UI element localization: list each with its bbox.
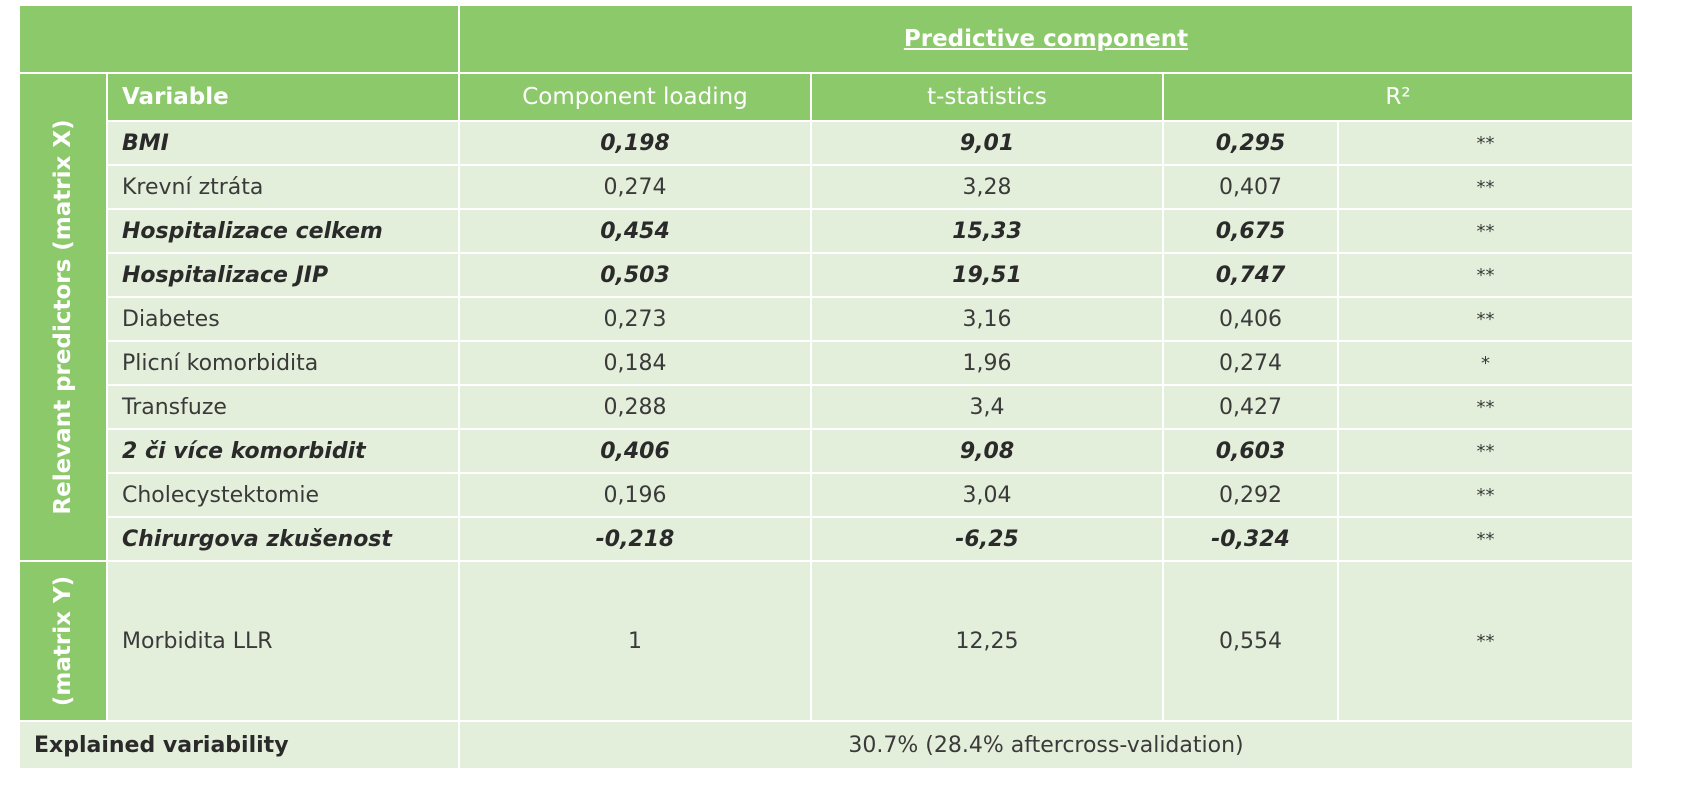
r2-cell: -0,324 (1162, 516, 1339, 562)
t-statistic-cell: 12,25 (810, 560, 1164, 722)
table-row: Hospitalizace celkem 0,454 15,33 0,675 ** (19, 208, 1635, 254)
variable-name-cell: Hospitalizace JIP (106, 252, 460, 298)
table-row: Transfuze 0,288 3,4 0,427 ** (19, 384, 1635, 430)
explained-variability-row: Explained variability 30.7% (28.4% afterc… (18, 720, 1635, 770)
r2-cell: 0,554 (1162, 560, 1339, 722)
variable-name-cell: Chirurgova zkušenost (106, 516, 460, 562)
significance-cell: ** (1336, 516, 1635, 562)
variable-name-cell: 2 či více komorbidit (106, 428, 460, 474)
variable-name-cell: Cholecystektomie (106, 472, 460, 518)
t-statistic-cell: 3,04 (810, 472, 1164, 518)
significance-cell: ** (1336, 120, 1635, 166)
variable-name-cell: Diabetes (106, 296, 460, 342)
table-row: Chirurgova zkušenost -0,218 -6,25 -0,324 ** (19, 516, 1635, 562)
r2-cell: 0,747 (1162, 252, 1339, 298)
variable-name-cell: Krevní ztráta (106, 164, 460, 210)
column-header-row: Relevant predictors (matrix X) Variable … (18, 72, 1635, 562)
r2-cell: 0,407 (1162, 164, 1339, 210)
variable-name-cell: Plicní komorbidita (106, 340, 460, 386)
table-row: Cholecystektomie 0,196 3,04 0,292 ** (19, 472, 1635, 518)
component-loading-cell: 0,503 (458, 252, 812, 298)
component-loading-cell: -0,218 (458, 516, 812, 562)
table-row: Hospitalizace JIP 0,503 19,51 0,747 ** (19, 252, 1635, 298)
explained-variability-label: Explained variability (18, 720, 460, 770)
explained-variability-value: 30.7% (28.4% aftercross-validation) (457, 720, 1635, 770)
matrix-x-group-label-cell: Relevant predictors (matrix X) (18, 72, 108, 562)
significance-cell: ** (1336, 428, 1635, 474)
title-row: Predictive component (18, 4, 1635, 74)
component-loading-header: Component loading (458, 72, 812, 122)
r2-cell: 0,406 (1162, 296, 1339, 342)
table-row: Plicní komorbidita 0,184 1,96 0,274 * (19, 340, 1635, 386)
component-loading-cell: 0,273 (458, 296, 812, 342)
results-table: Predictive component Relevant predictors… (18, 4, 1635, 770)
variable-name-cell: Hospitalizace celkem (106, 208, 460, 254)
component-loading-cell: 0,274 (458, 164, 812, 210)
r2-cell: 0,274 (1162, 340, 1339, 386)
t-statistic-cell: 19,51 (810, 252, 1164, 298)
significance-cell: ** (1336, 164, 1635, 210)
t-statistics-header: t-statistics (810, 72, 1164, 122)
r2-cell: 0,427 (1162, 384, 1339, 430)
t-statistic-cell: 3,4 (810, 384, 1164, 430)
r2-cell: 0,675 (1162, 208, 1339, 254)
matrix-y-group-label-cell: (matrix Y) (18, 560, 108, 722)
component-loading-cell: 0,184 (458, 340, 812, 386)
t-statistic-cell: 15,33 (810, 208, 1164, 254)
matrix-y-row: (matrix Y) Morbidita LLR 1 12,25 0,554 ** (18, 560, 1635, 722)
variable-name-cell: Transfuze (106, 384, 460, 430)
component-loading-cell: 0,288 (458, 384, 812, 430)
significance-cell: ** (1336, 296, 1635, 342)
t-statistic-cell: 9,01 (810, 120, 1164, 166)
t-statistic-cell: 9,08 (810, 428, 1164, 474)
predictive-component-heading: Predictive component (457, 4, 1635, 74)
r2-cell: 0,292 (1162, 472, 1339, 518)
variable-name-cell: BMI (106, 120, 460, 166)
significance-cell: ** (1336, 208, 1635, 254)
title-corner-cell (18, 4, 460, 74)
t-statistic-cell: -6,25 (810, 516, 1164, 562)
t-statistic-cell: 1,96 (810, 340, 1164, 386)
variable-name-cell: Morbidita LLR (106, 560, 460, 722)
significance-cell: ** (1336, 560, 1635, 722)
significance-cell: * (1336, 340, 1635, 386)
component-loading-cell: 0,198 (458, 120, 812, 166)
table-row: Krevní ztráta 0,274 3,28 0,407 ** (19, 164, 1635, 210)
t-statistic-cell: 3,16 (810, 296, 1164, 342)
matrix-y-group-label: (matrix Y) (50, 575, 76, 707)
variable-header: Variable (106, 72, 460, 122)
component-loading-cell: 1 (458, 560, 812, 722)
component-loading-cell: 0,454 (458, 208, 812, 254)
table-row: BMI 0,198 9,01 0,295 ** (19, 120, 1635, 166)
r2-header: R² (1161, 72, 1635, 122)
component-loading-cell: 0,406 (458, 428, 812, 474)
table-row: 2 či více komorbidit 0,406 9,08 0,603 ** (19, 428, 1635, 474)
r2-cell: 0,295 (1162, 120, 1339, 166)
matrix-x-group-label: Relevant predictors (matrix X) (50, 119, 76, 515)
table-row: Diabetes 0,273 3,16 0,406 ** (19, 296, 1635, 342)
component-loading-cell: 0,196 (458, 472, 812, 518)
significance-cell: ** (1336, 384, 1635, 430)
significance-cell: ** (1336, 472, 1635, 518)
results-table-container: Predictive component Relevant predictors… (18, 4, 1635, 794)
significance-cell: ** (1336, 252, 1635, 298)
r2-cell: 0,603 (1162, 428, 1339, 474)
t-statistic-cell: 3,28 (810, 164, 1164, 210)
